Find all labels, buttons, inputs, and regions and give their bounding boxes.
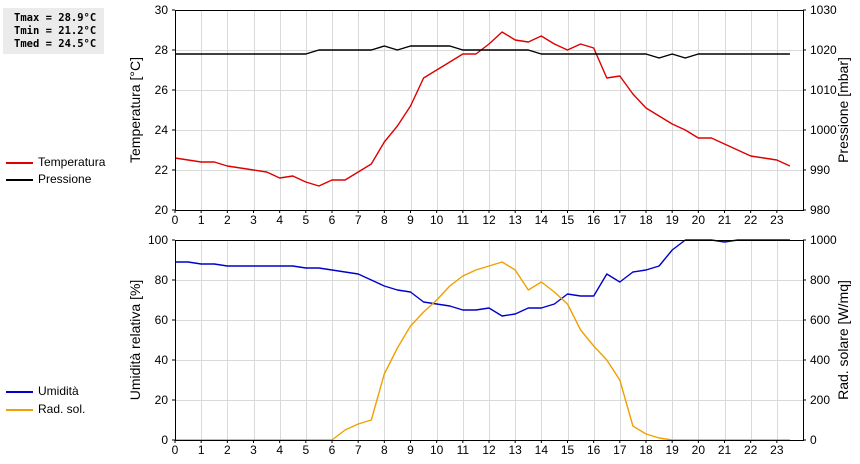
top-x-tick-label-20: 20 [692,213,706,227]
top-x-tick-label-3: 3 [250,213,257,227]
stats-tmin: Tmin = 21.2°C [14,25,97,37]
bottom-y2-tick-label-600: 600 [810,313,830,327]
bottom-y-tick-label-60: 60 [155,313,169,327]
legend-item-umidita: Umidità [6,384,136,400]
top-x-tick-label-9: 9 [407,213,414,227]
bottom-x-tick-label-19: 19 [665,443,679,457]
bottom-x-tick-label-20: 20 [692,443,706,457]
top-y-tick-label-20: 20 [155,203,169,217]
top-y-tick-label-22: 22 [155,163,169,177]
legend-label-rad-sol: Rad. sol. [38,402,86,416]
bottom-x-tick-label-4: 4 [276,443,283,457]
bottom-y-tick-label-40: 40 [155,353,169,367]
stats-tmax: Tmax = 28.9°C [14,12,97,24]
top-x-tick-label-19: 19 [665,213,679,227]
bottom-x-tick-label-16: 16 [587,443,601,457]
bottom-x-tick-label-0: 0 [172,443,179,457]
bottom-y2-tick-label-0: 0 [810,433,817,447]
bottom-y-tick-label-0: 0 [161,433,168,447]
legend-label-pressione: Pressione [38,172,92,186]
bottom-y2-tick-label-200: 200 [810,393,830,407]
bottom-x-tick-label-3: 3 [250,443,257,457]
bottom-x-tick-label-22: 22 [744,443,758,457]
bottom-x-tick-label-1: 1 [198,443,205,457]
top-x-tick-label-23: 23 [770,213,784,227]
bottom-x-tick-label-17: 17 [613,443,627,457]
bottom-x-tick-label-11: 11 [457,443,470,457]
top-y-axis-title: Temperatura [°C] [127,57,143,163]
bottom-y-tick-label-100: 100 [148,233,168,247]
top-x-tick-label-4: 4 [276,213,283,227]
top-y2-tick-label-1010: 1010 [810,83,837,97]
top-x-tick-label-8: 8 [381,213,388,227]
top-series-line-0 [174,31,791,187]
top-x-tick-label-15: 15 [561,213,575,227]
bottom-y2-tick-label-400: 400 [810,353,830,367]
top-x-tick-label-10: 10 [430,213,444,227]
bottom-x-tick-label-10: 10 [430,443,444,457]
stats-box: Tmax = 28.9°C Tmin = 21.2°C Tmed = 24.5°… [3,8,104,54]
top-x-tick-label-6: 6 [329,213,336,227]
top-x-tick-label-14: 14 [535,213,549,227]
top-x-tick-label-18: 18 [639,213,653,227]
bottom-series-line-0 [175,239,790,317]
bottom-x-tick-label-13: 13 [508,443,522,457]
top-x-tick-label-21: 21 [718,213,732,227]
legend-item-rad-sol: Rad. sol. [6,402,136,418]
legend-label-umidita: Umidità [38,384,79,398]
top-x-tick-label-12: 12 [482,213,496,227]
top-y2-axis-title: Pressione [mbar] [835,57,851,163]
top-series-line-1 [175,45,790,59]
bottom-x-tick-label-8: 8 [381,443,388,457]
top-x-tick-label-5: 5 [302,213,309,227]
top-y2-tick-label-990: 990 [810,163,830,177]
bottom-x-tick-label-14: 14 [535,443,549,457]
stats-tmed: Tmed = 24.5°C [14,38,97,50]
bottom-y2-tick-label-1000: 1000 [810,233,837,247]
bottom-x-tick-label-21: 21 [718,443,732,457]
bottom-x-tick-label-15: 15 [561,443,575,457]
bottom-x-tick-label-18: 18 [639,443,653,457]
top-x-tick-label-17: 17 [613,213,627,227]
top-y-tick-label-28: 28 [155,43,169,57]
bottom-x-tick-label-12: 12 [482,443,496,457]
legend-swatch-rad-sol [6,409,33,411]
bottom-series-line-1 [175,261,790,441]
top-y2-tick-label-1020: 1020 [810,43,837,57]
legend-item-temperatura: Temperatura [6,155,136,171]
bottom-y-tick-label-20: 20 [155,393,169,407]
legend-swatch-umidita [6,391,33,393]
top-x-tick-label-22: 22 [744,213,758,227]
bottom-y-axis-title: Umidità relativa [%] [127,280,143,401]
top-y-tick-label-24: 24 [155,123,169,137]
top-x-tick-label-13: 13 [508,213,522,227]
top-x-tick-label-1: 1 [198,213,205,227]
top-y2-tick-label-980: 980 [810,203,830,217]
top-y-tick-label-30: 30 [155,3,169,17]
top-y-tick-label-26: 26 [155,83,169,97]
legend-label-temperatura: Temperatura [38,155,106,169]
bottom-x-tick-label-23: 23 [770,443,784,457]
legend-item-pressione: Pressione [6,172,136,188]
top-x-tick-label-11: 11 [457,213,470,227]
top-x-tick-label-0: 0 [172,213,179,227]
bottom-y-tick-label-80: 80 [155,273,169,287]
bottom-x-tick-label-2: 2 [224,443,231,457]
legend-swatch-temperatura [6,162,33,164]
top-x-tick-label-7: 7 [355,213,362,227]
top-y2-tick-label-1030: 1030 [810,3,837,17]
bottom-x-tick-label-7: 7 [355,443,362,457]
bottom-x-tick-label-6: 6 [329,443,336,457]
legend-swatch-pressione [6,179,33,181]
top-y2-tick-label-1000: 1000 [810,123,837,137]
top-x-tick-label-2: 2 [224,213,231,227]
bottom-y2-axis-title: Rad. solare [W/mq] [835,280,851,400]
top-x-tick-label-16: 16 [587,213,601,227]
bottom-x-tick-label-9: 9 [407,443,414,457]
bottom-y2-tick-label-800: 800 [810,273,830,287]
bottom-x-tick-label-5: 5 [302,443,309,457]
